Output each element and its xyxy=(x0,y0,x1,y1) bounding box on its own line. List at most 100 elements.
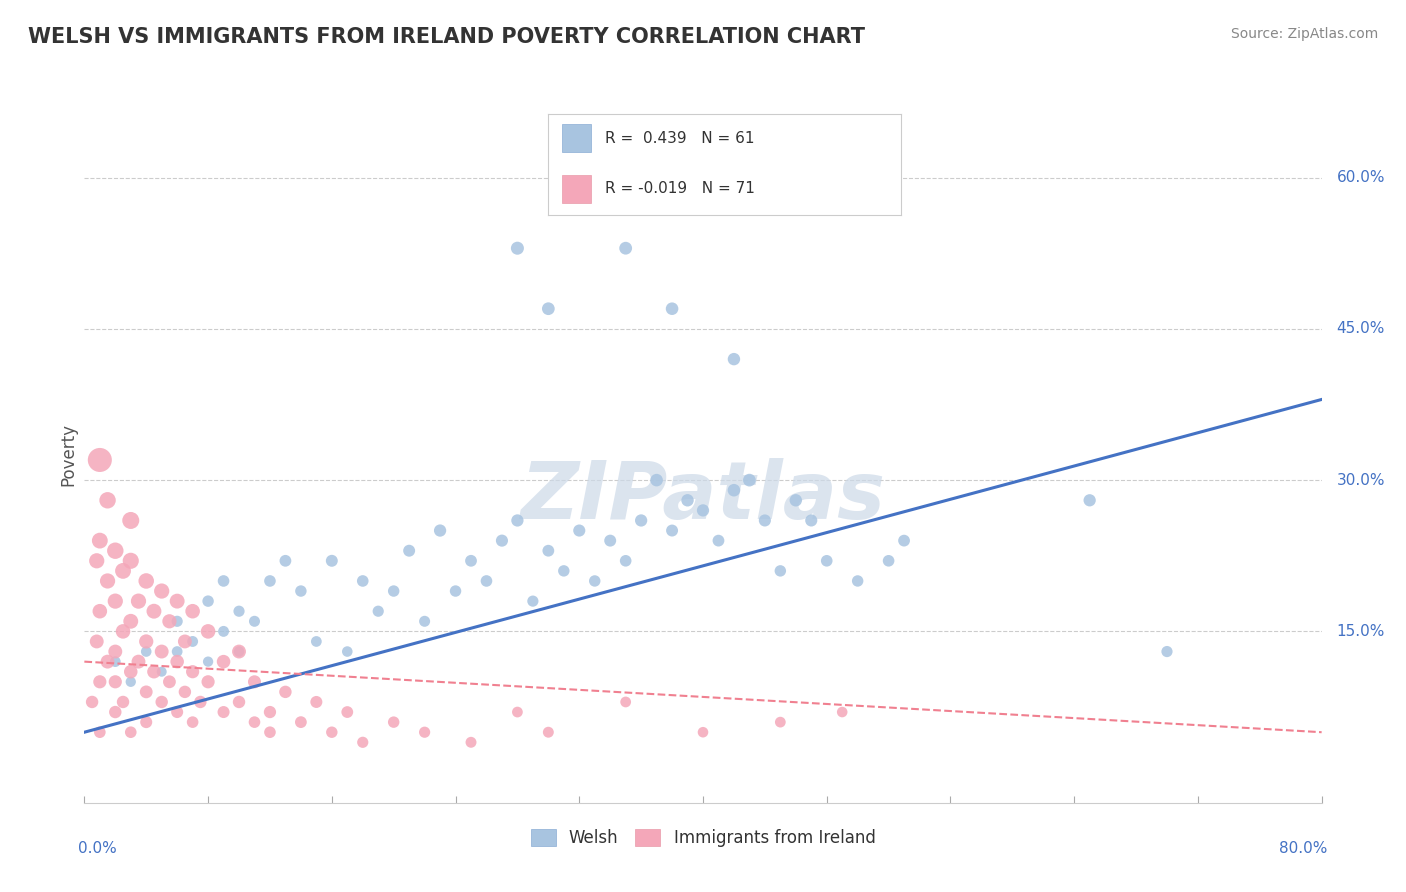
Point xyxy=(120,513,142,527)
Point xyxy=(738,473,761,487)
Point xyxy=(614,554,637,568)
Point xyxy=(506,513,529,527)
Point xyxy=(769,564,792,578)
Text: 45.0%: 45.0% xyxy=(1337,321,1385,336)
Text: 30.0%: 30.0% xyxy=(1337,473,1385,488)
Point xyxy=(661,301,683,316)
Point xyxy=(135,685,157,699)
Point xyxy=(815,554,838,568)
Text: 80.0%: 80.0% xyxy=(1279,841,1327,856)
Point xyxy=(336,705,359,719)
Point xyxy=(692,725,714,739)
Point xyxy=(413,615,436,629)
Point xyxy=(197,655,219,669)
Point xyxy=(82,695,104,709)
Point xyxy=(212,705,235,719)
Point xyxy=(197,594,219,608)
Point xyxy=(614,695,637,709)
Point xyxy=(135,634,157,648)
Point xyxy=(166,705,188,719)
Point xyxy=(382,584,405,599)
Point xyxy=(475,574,498,588)
Point xyxy=(305,634,328,648)
Point xyxy=(614,241,637,255)
Point xyxy=(112,564,135,578)
Point xyxy=(630,513,652,527)
Point xyxy=(89,453,111,467)
Point xyxy=(676,493,699,508)
Point xyxy=(112,624,135,639)
Point xyxy=(112,695,135,709)
Point xyxy=(86,554,108,568)
Point xyxy=(120,615,142,629)
Point xyxy=(877,554,900,568)
Point xyxy=(661,524,683,538)
Point xyxy=(96,493,118,508)
Point xyxy=(181,604,204,618)
Point xyxy=(120,665,142,679)
Point xyxy=(336,644,359,658)
Point xyxy=(599,533,621,548)
Point xyxy=(197,624,219,639)
Point xyxy=(104,594,127,608)
Point xyxy=(1156,644,1178,658)
Point xyxy=(188,695,211,709)
Point xyxy=(429,524,451,538)
Text: Source: ZipAtlas.com: Source: ZipAtlas.com xyxy=(1230,27,1378,41)
Point xyxy=(212,624,235,639)
Point xyxy=(243,715,266,730)
Point xyxy=(212,574,235,588)
Point xyxy=(785,493,807,508)
Legend: Welsh, Immigrants from Ireland: Welsh, Immigrants from Ireland xyxy=(524,822,882,854)
Point xyxy=(831,705,853,719)
Point xyxy=(104,644,127,658)
Point xyxy=(166,655,188,669)
Point xyxy=(120,725,142,739)
Point xyxy=(96,655,118,669)
Point xyxy=(259,574,281,588)
Point xyxy=(723,352,745,367)
Text: ZIPatlas: ZIPatlas xyxy=(520,458,886,536)
Point xyxy=(460,554,482,568)
Point xyxy=(120,674,142,689)
Text: WELSH VS IMMIGRANTS FROM IRELAND POVERTY CORRELATION CHART: WELSH VS IMMIGRANTS FROM IRELAND POVERTY… xyxy=(28,27,865,46)
Point xyxy=(104,705,127,719)
Text: 60.0%: 60.0% xyxy=(1337,170,1385,186)
Point xyxy=(159,674,180,689)
Point xyxy=(174,685,197,699)
Point xyxy=(104,655,127,669)
Point xyxy=(754,513,776,527)
Point xyxy=(522,594,544,608)
Point xyxy=(228,644,250,658)
Point xyxy=(181,715,204,730)
Point xyxy=(645,473,668,487)
Point xyxy=(212,655,235,669)
Point xyxy=(150,644,173,658)
Point xyxy=(352,574,374,588)
Point xyxy=(150,695,173,709)
Point xyxy=(568,524,591,538)
Point xyxy=(127,594,149,608)
Point xyxy=(259,725,281,739)
Point xyxy=(228,695,250,709)
Point xyxy=(398,543,420,558)
Point xyxy=(707,533,730,548)
Point xyxy=(537,543,560,558)
Point xyxy=(537,725,560,739)
Point xyxy=(506,241,529,255)
Point xyxy=(321,554,343,568)
Point xyxy=(274,685,297,699)
Point xyxy=(290,584,312,599)
Point xyxy=(104,543,127,558)
Point xyxy=(104,674,127,689)
Point xyxy=(321,725,343,739)
Point xyxy=(86,634,108,648)
Y-axis label: Poverty: Poverty xyxy=(59,424,77,486)
Point xyxy=(166,615,188,629)
Point xyxy=(89,674,111,689)
Point xyxy=(274,554,297,568)
Point xyxy=(893,533,915,548)
Point xyxy=(166,594,188,608)
Point xyxy=(290,715,312,730)
Point xyxy=(305,695,328,709)
